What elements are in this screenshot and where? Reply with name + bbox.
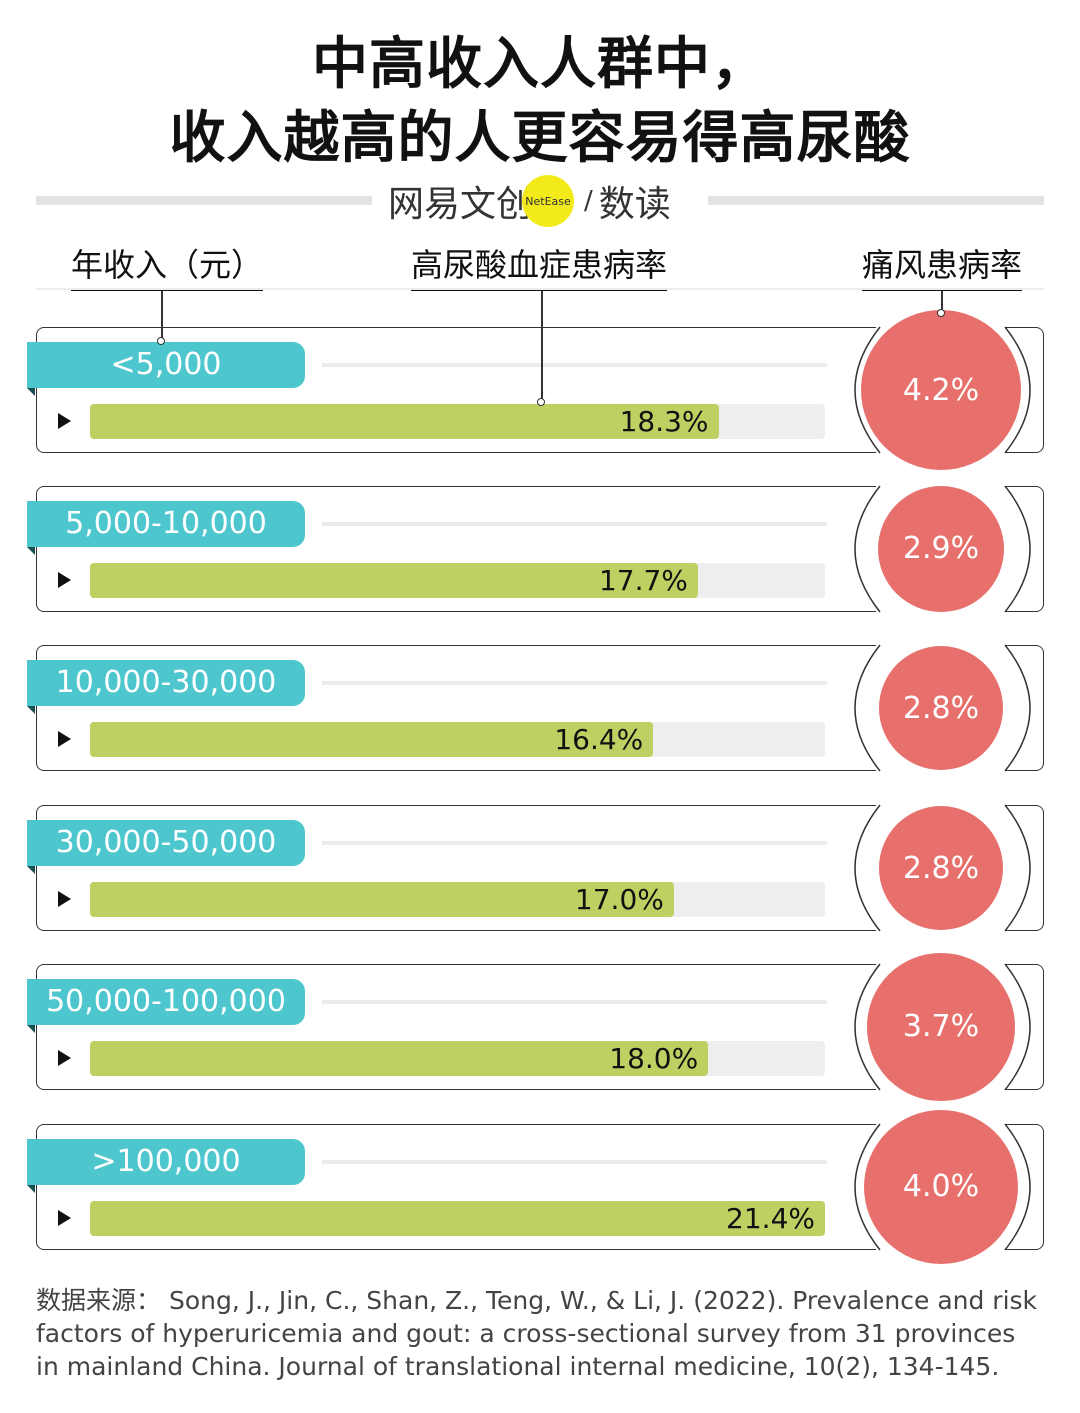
- play-icon: [58, 413, 71, 429]
- income-category-label: 5,000-10,000: [27, 501, 305, 547]
- row-frame-right: [1005, 805, 1044, 931]
- source-note: 数据来源： Song, J., Jin, C., Shan, Z., Teng,…: [36, 1286, 1038, 1381]
- row-frame-right: [1005, 486, 1044, 612]
- brand-badge: NetEase: [522, 175, 575, 227]
- income-category-label: 10,000-30,000: [27, 660, 305, 706]
- income-category-label: 50,000-100,000: [27, 979, 305, 1025]
- income-row: 30,000-50,000 17.0% 2.8%: [0, 779, 1080, 939]
- gout-rate-circle: 2.8%: [879, 806, 1003, 930]
- row-frame: [36, 327, 876, 453]
- row-separator: [322, 363, 827, 367]
- income-row: >100,000 21.4% 4.0%: [0, 1098, 1080, 1265]
- connector-hyperuricemia: [541, 291, 543, 401]
- row-frame: [36, 805, 876, 931]
- row-frame-right: [1005, 964, 1044, 1090]
- play-icon: [58, 1210, 71, 1226]
- brand-slash: /: [584, 186, 593, 216]
- hyperuricemia-value-label: 17.7%: [598, 564, 688, 597]
- hyperuricemia-bar: [90, 1201, 825, 1236]
- row-bracket-arcs: [854, 963, 1031, 1091]
- bracket-arc-right: [1004, 326, 1031, 454]
- brand-divider-left: [36, 196, 372, 205]
- income-category-label: >100,000: [27, 1139, 305, 1185]
- row-bracket-arcs: [854, 326, 1031, 454]
- bracket-arc-right: [1004, 804, 1031, 932]
- hyperuricemia-value-label: 21.4%: [726, 1202, 815, 1235]
- row-bracket-arcs: [854, 804, 1031, 932]
- gout-rate-circle: 4.0%: [863, 1109, 1019, 1265]
- hyperuricemia-value-label: 16.4%: [554, 723, 644, 756]
- hyperuricemia-bar: [90, 1041, 709, 1076]
- connector-gout: [941, 291, 943, 313]
- chart-title-line2: 收入越高的人更容易得高尿酸: [169, 106, 911, 171]
- bracket-arc-left: [854, 963, 881, 1091]
- bracket-arc-left: [854, 485, 881, 613]
- tag-fold-shadow: [27, 706, 35, 714]
- gout-rate-circle: 3.7%: [867, 953, 1015, 1101]
- bracket-arc-right: [1004, 485, 1031, 613]
- gout-rate-circle: 2.9%: [877, 485, 1005, 613]
- bracket-arc-left: [854, 804, 881, 932]
- chart-title-line1: 中高收入人群中，: [312, 32, 768, 97]
- hyperuricemia-bar: [90, 722, 654, 757]
- row-frame: [36, 645, 876, 771]
- row-separator: [322, 1160, 827, 1164]
- row-separator: [322, 681, 827, 685]
- tag-fold-shadow: [27, 1185, 35, 1193]
- row-separator: [322, 1000, 827, 1004]
- row-separator: [322, 841, 827, 845]
- hyperuricemia-value-label: 18.0%: [609, 1042, 699, 1075]
- bracket-arc-right: [1004, 644, 1031, 772]
- play-icon: [58, 731, 71, 747]
- row-frame-right: [1005, 1124, 1044, 1250]
- play-icon: [58, 572, 71, 588]
- header-gout: 痛风患病率: [862, 244, 1023, 291]
- connector-income: [161, 291, 163, 341]
- income-category-label: <5,000: [27, 342, 305, 388]
- play-icon: [58, 891, 71, 907]
- hyperuricemia-bar: [90, 882, 674, 917]
- row-bracket-arcs: [854, 644, 1031, 772]
- bracket-arc-left: [854, 644, 881, 772]
- gout-rate-circle: 4.2%: [861, 310, 1021, 470]
- tag-fold-shadow: [27, 388, 35, 396]
- row-frame: [36, 1124, 876, 1250]
- brand-divider-right: [708, 196, 1044, 205]
- bracket-arc-right: [1004, 1123, 1031, 1251]
- income-row: 5,000-10,000 17.7% 2.9%: [0, 460, 1080, 620]
- brand-logo: 网易文创 NetEase / 数读: [388, 175, 671, 227]
- tag-fold-shadow: [27, 547, 35, 555]
- brand-name: 网易文创: [388, 184, 533, 225]
- brand-sub: 数读: [598, 184, 671, 225]
- header-hyperuricemia: 高尿酸血症患病率: [411, 244, 668, 291]
- hyperuricemia-value-label: 18.3%: [619, 405, 709, 438]
- row-bracket-arcs: [854, 1123, 1031, 1251]
- connector-gout-dot: [937, 309, 945, 317]
- row-frame-right: [1005, 645, 1044, 771]
- row-frame-right: [1005, 327, 1044, 453]
- hyperuricemia-bar: [90, 404, 719, 439]
- row-separator: [322, 522, 827, 526]
- hyperuricemia-bar: [90, 563, 698, 598]
- bracket-arc-left: [854, 326, 881, 454]
- tag-fold-shadow: [27, 1025, 35, 1033]
- header-divider: [36, 288, 1044, 290]
- row-frame: [36, 964, 876, 1090]
- income-row: 10,000-30,000 16.4% 2.8%: [0, 619, 1080, 779]
- income-row: 50,000-100,000 18.0% 3.7%: [0, 938, 1080, 1101]
- connector-income-dot: [157, 337, 165, 345]
- bracket-arc-left: [854, 1123, 881, 1251]
- income-row: <5,000 18.3% 4.2%: [0, 301, 1080, 470]
- play-icon: [58, 1050, 71, 1066]
- connector-hyperuricemia-dot: [537, 398, 545, 406]
- tag-fold-shadow: [27, 866, 35, 874]
- row-frame: [36, 486, 876, 612]
- hyperuricemia-value-label: 17.0%: [574, 883, 664, 916]
- gout-rate-circle: 2.8%: [879, 646, 1003, 770]
- row-bracket-arcs: [854, 485, 1031, 613]
- header-income: 年收入（元）: [71, 244, 264, 291]
- bracket-arc-right: [1004, 963, 1031, 1091]
- income-category-label: 30,000-50,000: [27, 820, 305, 866]
